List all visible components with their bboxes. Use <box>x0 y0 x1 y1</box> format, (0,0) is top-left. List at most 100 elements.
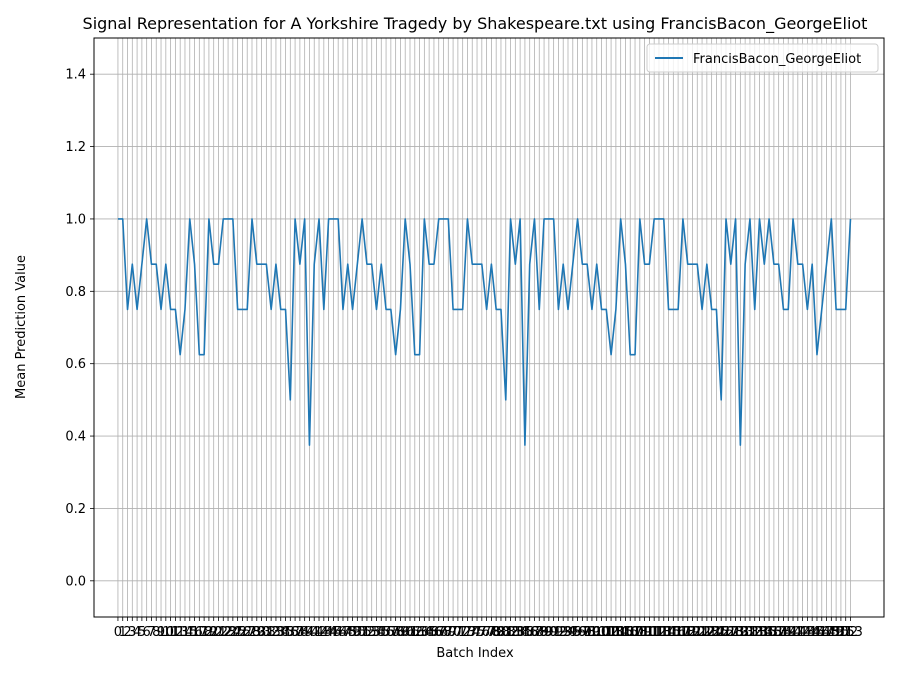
x-tick-label: 110 <box>632 625 657 640</box>
x-tick-label: 67 <box>430 625 447 640</box>
plot-background <box>94 38 884 617</box>
y-tick-label: 0.0 <box>65 574 86 589</box>
x-tick-label: 148 <box>814 625 839 640</box>
x-tick-label: 31 <box>258 625 275 640</box>
x-tick-label: 106 <box>613 625 638 640</box>
x-tick-label: 38 <box>292 625 309 640</box>
x-tick-label: 34 <box>272 625 289 640</box>
x-tick-label: 97 <box>574 625 591 640</box>
x-tick-label: 132 <box>738 625 763 640</box>
x-tick-label: 76 <box>474 625 491 640</box>
x-tick-label: 140 <box>776 625 801 640</box>
x-tick-label: 95 <box>565 625 582 640</box>
x-tick-label: 5 <box>138 625 146 640</box>
x-tick-label: 17 <box>191 625 208 640</box>
x-tick-label: 114 <box>651 625 676 640</box>
x-tick-label: 7 <box>147 625 155 640</box>
x-tick-label: 138 <box>766 625 791 640</box>
plot-frame <box>93 37 885 618</box>
x-tick-label: 89 <box>536 625 553 640</box>
x-tick-label: 98 <box>579 625 596 640</box>
x-tick-label: 126 <box>709 625 734 640</box>
x-tick-label: 149 <box>819 625 844 640</box>
y-tick-label: 1.4 <box>65 68 86 83</box>
x-tick-label: 65 <box>421 625 438 640</box>
x-tick-label: 47 <box>335 625 352 640</box>
y-tick-label: 0.4 <box>65 430 86 445</box>
x-tick-label: 48 <box>339 625 356 640</box>
x-tick-label: 18 <box>196 625 213 640</box>
x-tick-label: 109 <box>627 625 652 640</box>
x-tick-label: 102 <box>594 625 619 640</box>
x-tick-label: 133 <box>742 625 767 640</box>
x-tick-label: 135 <box>752 625 777 640</box>
x-tick-label: 20 <box>205 625 222 640</box>
x-tick-label: 40 <box>301 625 318 640</box>
x-tick-label: 14 <box>177 625 194 640</box>
x-tick-label: 55 <box>373 625 390 640</box>
x-tick-label: 145 <box>800 625 825 640</box>
x-tick-label: 0 <box>114 625 122 640</box>
x-tick-label: 59 <box>392 625 409 640</box>
x-tick-label: 61 <box>402 625 419 640</box>
legend: FrancisBacon_GeorgeEliot <box>646 43 879 73</box>
x-tick-label: 44 <box>320 625 337 640</box>
x-tick-label: 131 <box>733 625 758 640</box>
x-tick-label: 130 <box>728 625 753 640</box>
x-tick-label: 23 <box>220 625 237 640</box>
x-tick-label: 8 <box>152 625 160 640</box>
x-tick-label: 12 <box>167 625 184 640</box>
x-tick-label: 136 <box>757 625 782 640</box>
x-tick-label: 71 <box>450 625 467 640</box>
y-axis-ticks: 0.0 0.2 0.4 0.6 0.8 1.0 1.2 1.4 <box>65 68 94 589</box>
x-tick-label: 99 <box>584 625 601 640</box>
x-tick-label: 53 <box>363 625 380 640</box>
x-tick-label: 46 <box>330 625 347 640</box>
x-tick-label: 146 <box>805 625 830 640</box>
x-tick-label: 141 <box>781 625 806 640</box>
x-tick-label: 144 <box>795 625 820 640</box>
x-tick-label: 85 <box>517 625 534 640</box>
x-axis-ticks: 0123456789101112131415161718192021222324… <box>114 617 863 640</box>
x-tick-label: 91 <box>545 625 562 640</box>
x-tick-label: 15 <box>181 625 198 640</box>
x-tick-label: 11 <box>162 625 179 640</box>
x-tick-label: 121 <box>685 625 710 640</box>
y-tick-label: 0.6 <box>65 357 86 372</box>
x-tick-label: 36 <box>282 625 299 640</box>
x-tick-label: 60 <box>397 625 414 640</box>
x-tick-label: 80 <box>493 625 510 640</box>
series-lines <box>117 218 852 446</box>
x-tick-label: 19 <box>201 625 218 640</box>
x-tick-label: 122 <box>690 625 715 640</box>
x-tick-label: 139 <box>771 625 796 640</box>
x-tick-label: 86 <box>521 625 538 640</box>
x-tick-label: 96 <box>569 625 586 640</box>
legend-box <box>646 43 879 73</box>
chart-title: Signal Representation for A Yorkshire Tr… <box>83 14 868 34</box>
x-tick-label: 37 <box>287 625 304 640</box>
x-tick-label: 79 <box>488 625 505 640</box>
x-tick-label: 104 <box>603 625 628 640</box>
series-line <box>117 218 852 446</box>
x-tick-label: 56 <box>378 625 395 640</box>
y-tick-label: 0.8 <box>65 285 86 300</box>
x-tick-label: 111 <box>637 625 662 640</box>
x-tick-label: 30 <box>253 625 270 640</box>
x-tick-label: 49 <box>344 625 361 640</box>
x-tick-label: 93 <box>555 625 572 640</box>
x-tick-label: 72 <box>454 625 471 640</box>
x-tick-label: 28 <box>244 625 261 640</box>
x-tick-label: 118 <box>670 625 695 640</box>
x-tick-label: 120 <box>680 625 705 640</box>
x-tick-label: 4 <box>133 625 141 640</box>
x-tick-label: 143 <box>790 625 815 640</box>
x-tick-label: 137 <box>761 625 786 640</box>
x-tick-label: 35 <box>277 625 294 640</box>
x-tick-label: 117 <box>666 625 691 640</box>
x-tick-label: 3 <box>128 625 136 640</box>
x-tick-label: 134 <box>747 625 772 640</box>
x-tick-label: 108 <box>623 625 648 640</box>
